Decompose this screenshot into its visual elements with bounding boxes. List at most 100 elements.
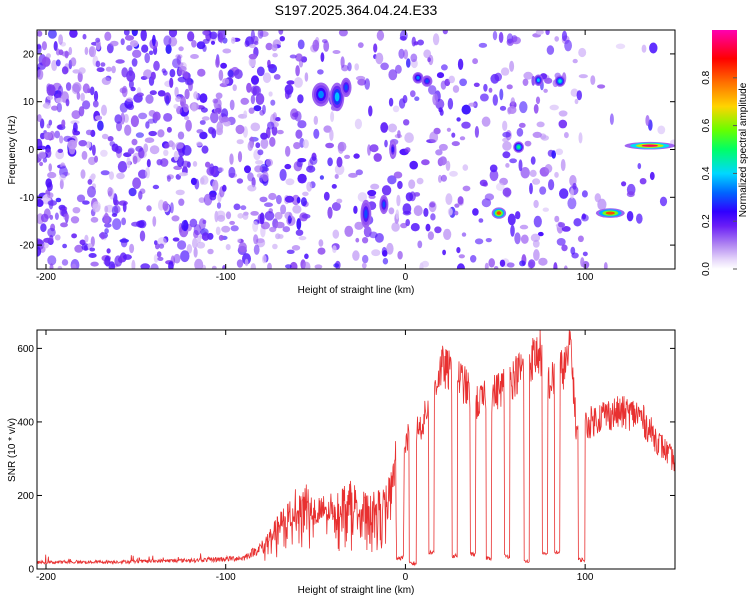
noise-speckle xyxy=(49,234,54,244)
noise-speckle xyxy=(641,44,647,53)
noise-speckle xyxy=(43,132,53,140)
noise-speckle xyxy=(257,149,264,156)
noise-speckle xyxy=(515,211,521,220)
noise-speckle xyxy=(147,118,155,124)
noise-speckle xyxy=(132,155,138,165)
noise-speckle xyxy=(54,130,61,139)
noise-speckle xyxy=(156,159,163,166)
noise-speckle xyxy=(374,233,384,243)
noise-speckle xyxy=(400,222,408,229)
noise-speckle xyxy=(199,120,206,125)
noise-speckle xyxy=(177,131,185,140)
noise-speckle xyxy=(298,236,307,241)
noise-speckle xyxy=(59,135,64,144)
noise-speckle xyxy=(344,225,354,237)
noise-speckle xyxy=(331,202,341,211)
noise-speckle xyxy=(485,238,492,243)
noise-speckle xyxy=(548,179,555,191)
spectral-feature xyxy=(537,78,540,82)
noise-speckle xyxy=(332,50,341,54)
noise-speckle xyxy=(458,254,465,259)
spectral-feature xyxy=(416,76,420,80)
noise-speckle xyxy=(100,231,105,240)
noise-speckle xyxy=(37,199,44,207)
noise-speckle xyxy=(172,237,180,242)
noise-speckle xyxy=(331,184,337,189)
noise-speckle xyxy=(520,167,530,179)
noise-speckle xyxy=(578,74,588,79)
noise-speckle xyxy=(275,117,281,122)
noise-speckle xyxy=(40,132,45,140)
noise-speckle xyxy=(145,121,150,129)
noise-speckle xyxy=(136,92,144,97)
noise-speckle xyxy=(92,203,101,213)
noise-speckle xyxy=(414,96,420,101)
noise-speckle xyxy=(269,136,276,147)
noise-speckle xyxy=(329,129,334,142)
noise-speckle xyxy=(65,82,72,91)
noise-speckle xyxy=(659,196,668,207)
spectral-feature xyxy=(334,92,340,102)
noise-speckle xyxy=(120,38,125,46)
noise-speckle xyxy=(217,167,224,173)
noise-speckle xyxy=(178,198,185,206)
noise-speckle xyxy=(657,125,666,135)
noise-speckle xyxy=(152,184,160,190)
colorbar-tick-label: 0.4 xyxy=(701,166,712,180)
noise-speckle xyxy=(215,226,221,236)
noise-speckle xyxy=(297,39,305,50)
noise-speckle xyxy=(250,263,256,269)
noise-speckle xyxy=(123,113,129,123)
noise-speckle xyxy=(528,259,536,269)
noise-speckle xyxy=(162,201,169,211)
noise-speckle xyxy=(278,30,284,35)
noise-speckle xyxy=(510,97,515,106)
noise-speckle xyxy=(42,242,49,249)
spectral-feature xyxy=(391,146,394,153)
noise-speckle xyxy=(533,199,539,209)
noise-speckle xyxy=(262,171,269,182)
noise-speckle xyxy=(122,201,127,213)
noise-speckle xyxy=(294,111,302,122)
noise-speckle xyxy=(54,234,61,241)
noise-speckle xyxy=(251,75,259,85)
noise-speckle xyxy=(157,129,165,138)
noise-speckle xyxy=(126,45,133,51)
noise-speckle xyxy=(209,163,215,175)
noise-speckle xyxy=(580,257,585,268)
snr-line xyxy=(37,330,675,567)
noise-speckle xyxy=(361,262,367,269)
noise-speckle xyxy=(417,39,424,46)
noise-speckle xyxy=(184,115,190,121)
noise-speckle xyxy=(502,151,511,159)
noise-speckle xyxy=(141,44,149,53)
noise-speckle xyxy=(135,145,143,152)
noise-speckle xyxy=(78,140,87,147)
noise-speckle xyxy=(114,145,123,154)
y-tick-label: -20 xyxy=(20,241,35,252)
noise-speckle xyxy=(373,43,378,53)
noise-speckle xyxy=(64,50,69,59)
noise-speckle xyxy=(211,265,217,269)
noise-speckle xyxy=(538,257,548,266)
noise-speckle xyxy=(563,265,568,269)
noise-speckle xyxy=(293,77,303,88)
noise-speckle xyxy=(117,161,128,173)
noise-speckle xyxy=(144,137,155,143)
noise-speckle xyxy=(116,121,122,132)
noise-speckle xyxy=(194,258,204,269)
noise-speckle xyxy=(199,93,208,103)
spectrogram-noise xyxy=(37,30,675,269)
noise-speckle xyxy=(166,126,172,133)
noise-speckle xyxy=(92,144,96,156)
noise-speckle xyxy=(246,82,252,93)
noise-speckle xyxy=(253,105,262,112)
noise-speckle xyxy=(150,71,156,81)
noise-speckle xyxy=(296,196,301,204)
noise-speckle xyxy=(399,30,408,41)
noise-speckle xyxy=(95,60,101,68)
snr-y-ticks: 0 200 400 600 xyxy=(17,344,675,576)
noise-speckle xyxy=(483,83,488,92)
noise-speckle xyxy=(472,58,478,65)
noise-speckle xyxy=(74,244,84,253)
